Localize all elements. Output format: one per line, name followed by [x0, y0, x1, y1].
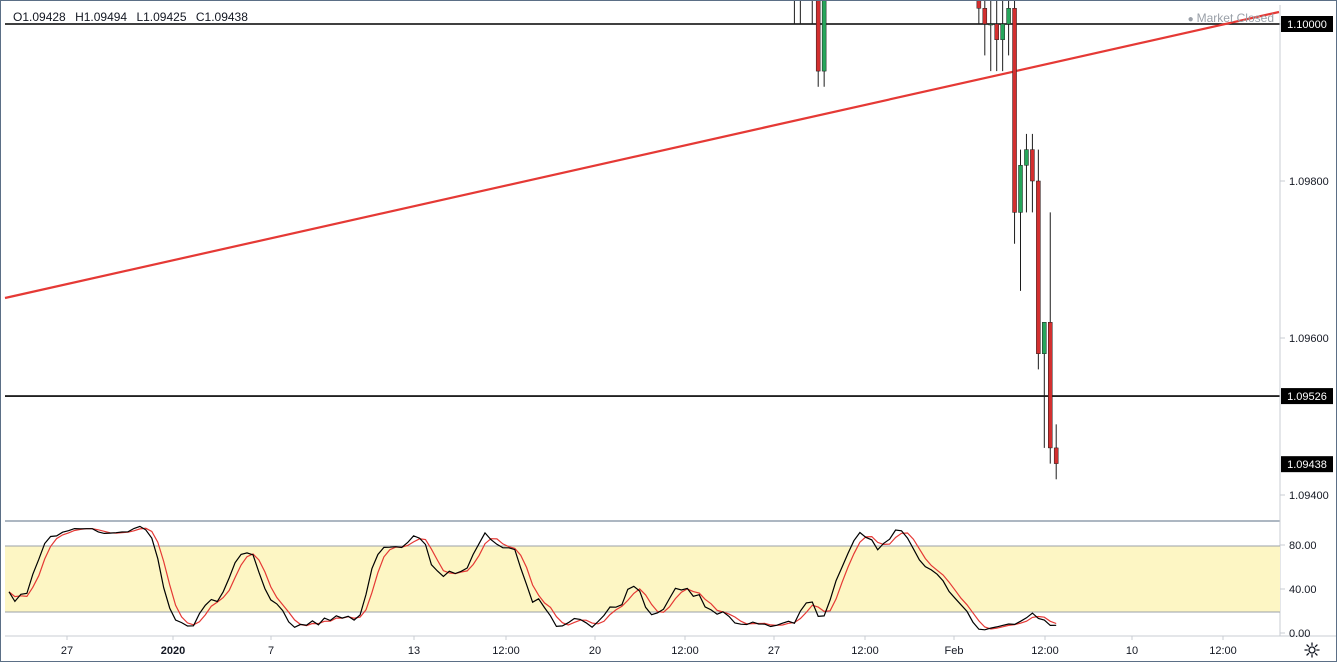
candle-body [1024, 149, 1029, 166]
candle-body [1053, 447, 1059, 464]
price-tick-label: 1.09800 [1289, 176, 1329, 188]
time-tick-label: 2020 [161, 645, 185, 657]
oscillator-scale: 80.00 40.00 0.00 [1280, 540, 1317, 640]
time-tick-label: 20 [589, 645, 601, 657]
time-tick-label: 10 [1126, 645, 1138, 657]
last-price-badge [1281, 456, 1333, 473]
main-price-pane[interactable] [4, 0, 1280, 480]
time-tick-label: 12:00 [1031, 645, 1059, 657]
candle-body [821, 0, 827, 72]
time-axis[interactable]: 27 2020 7 13 12:00 20 12:00 27 12:00 Feb 12:00 10 12… [61, 636, 1237, 657]
time-tick-label: Feb [945, 645, 964, 657]
time-tick-label: 27 [61, 645, 73, 657]
stoch-d-line [8, 527, 1057, 630]
market-status: ● Market Closed [1188, 11, 1274, 25]
stochastic-pane[interactable]: 80.00 40.00 0.00 [5, 525, 1317, 640]
high-value: H1.09494 [75, 10, 128, 24]
level-price-label: 1.09526 [1287, 391, 1327, 403]
candle-body [1030, 149, 1035, 182]
settings-gear-icon[interactable] [1301, 639, 1323, 661]
candle-body [988, 23, 993, 26]
last-price-label: 1.09438 [1287, 459, 1327, 471]
candle-body [994, 23, 999, 40]
candle-body [1012, 8, 1017, 213]
status-dot-icon: ● [1187, 14, 1194, 25]
level-price-label: 1.10000 [1287, 19, 1327, 31]
stoch-k-line [8, 525, 1057, 631]
time-tick-label: 12:00 [492, 645, 520, 657]
candle-body [1006, 8, 1011, 25]
time-tick-label: 7 [268, 645, 274, 657]
open-value: O1.09428 [13, 10, 66, 24]
time-tick-label: 27 [768, 645, 780, 657]
level-price-badge [1281, 388, 1333, 405]
candle-body [1036, 180, 1041, 354]
trendline[interactable] [4, 10, 1280, 300]
level-price-badge [1281, 16, 1333, 32]
market-status-text: Market Closed [1196, 11, 1274, 25]
close-value: C1.09438 [195, 10, 248, 24]
ohlc-legend: O1.09428 H1.09494 L1.09425 C1.09438 [13, 10, 254, 24]
candle-body [815, 0, 821, 72]
horizontal-levels [5, 23, 1280, 397]
candle-body [1042, 322, 1047, 354]
time-tick-label: 12:00 [1209, 645, 1237, 657]
candle-body [976, 0, 982, 9]
candle-body [1000, 23, 1005, 40]
price-tick-label: 1.09400 [1289, 490, 1329, 502]
candle-body [982, 8, 988, 25]
oscillator-band [5, 546, 1280, 612]
price-level-labels: 1.119321.117691.113131.110001.107251.100… [1281, 16, 1333, 473]
time-tick-label: 13 [408, 645, 420, 657]
price-tick-label: 1.09600 [1289, 333, 1329, 345]
price-scale[interactable]: 1.124001.122001.120001.118001.116001.114… [1280, 1, 1329, 502]
candlesticks [793, 0, 1059, 480]
candle-body [1048, 322, 1053, 449]
osc-tick-label: 0.00 [1289, 628, 1310, 640]
osc-tick-label: 80.00 [1289, 540, 1317, 552]
time-tick-label: 12:00 [851, 645, 879, 657]
low-value: L1.09425 [136, 10, 187, 24]
osc-tick-label: 40.00 [1289, 584, 1317, 596]
time-tick-label: 12:00 [671, 645, 699, 657]
candle-body [1018, 165, 1023, 213]
